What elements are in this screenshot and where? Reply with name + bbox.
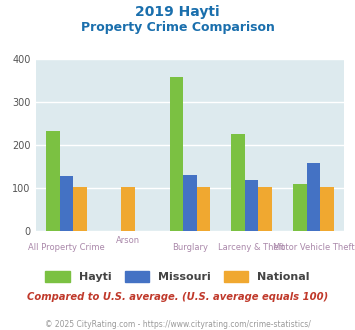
Text: Property Crime Comparison: Property Crime Comparison (81, 21, 274, 34)
Bar (170, 77, 183, 231)
Text: Larceny & Theft: Larceny & Theft (218, 243, 285, 252)
Text: Arson: Arson (116, 236, 140, 245)
Bar (258, 187, 272, 231)
Bar (320, 187, 334, 231)
Bar (183, 175, 197, 231)
Bar (121, 187, 135, 231)
Text: Compared to U.S. average. (U.S. average equals 100): Compared to U.S. average. (U.S. average … (27, 292, 328, 302)
Bar (73, 187, 87, 231)
Bar (231, 135, 245, 231)
Text: All Property Crime: All Property Crime (28, 243, 105, 252)
Legend: Hayti, Missouri, National: Hayti, Missouri, National (45, 271, 310, 282)
Bar (245, 180, 258, 231)
Bar (293, 184, 307, 231)
Bar (46, 131, 60, 231)
Text: © 2025 CityRating.com - https://www.cityrating.com/crime-statistics/: © 2025 CityRating.com - https://www.city… (45, 320, 310, 329)
Text: Motor Vehicle Theft: Motor Vehicle Theft (273, 243, 354, 252)
Bar (197, 187, 210, 231)
Text: Burglary: Burglary (172, 243, 208, 252)
Bar (307, 163, 320, 231)
Bar (60, 176, 73, 231)
Text: 2019 Hayti: 2019 Hayti (135, 5, 220, 19)
